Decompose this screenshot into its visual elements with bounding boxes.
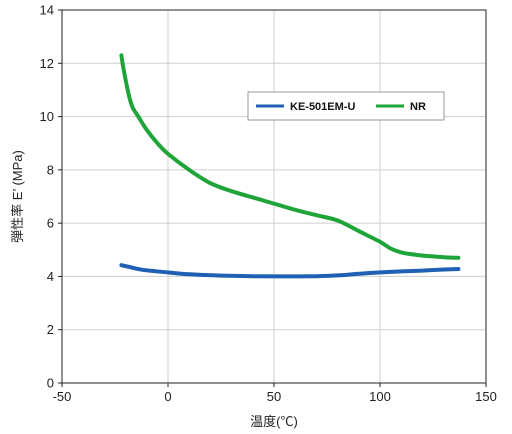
series-layer [119,53,461,279]
x-tick-label: 100 [369,389,391,404]
x-axis: -50 0 50 100 150 [53,383,497,404]
x-tick-label: 0 [164,389,171,404]
y-tick-label: 0 [47,376,54,391]
legend-label-nr: NR [410,101,426,113]
x-axis-title: 温度(℃) [250,414,298,429]
y-tick-label: 10 [40,109,54,124]
y-axis-title: 弾性率 E’ (MPa) [10,150,25,243]
y-tick-label: 6 [47,216,54,231]
legend-label-ke-501em-u: KE-501EM-U [290,101,355,113]
y-tick-label: 14 [40,3,54,18]
grid [62,10,486,383]
y-tick-label: 8 [47,162,54,177]
x-tick-label: 50 [267,389,281,404]
series-line-ke-501em-u [119,263,461,279]
y-axis: 0 2 4 6 8 10 12 14 [40,3,62,391]
y-tick-label: 4 [47,269,54,284]
series-line-nr [119,53,461,260]
y-tick-label: 12 [40,56,54,71]
legend: KE-501EM-U NR [247,91,445,121]
y-tick-label: 2 [47,322,54,337]
x-tick-label: -50 [53,389,72,404]
x-tick-label: 150 [475,389,497,404]
